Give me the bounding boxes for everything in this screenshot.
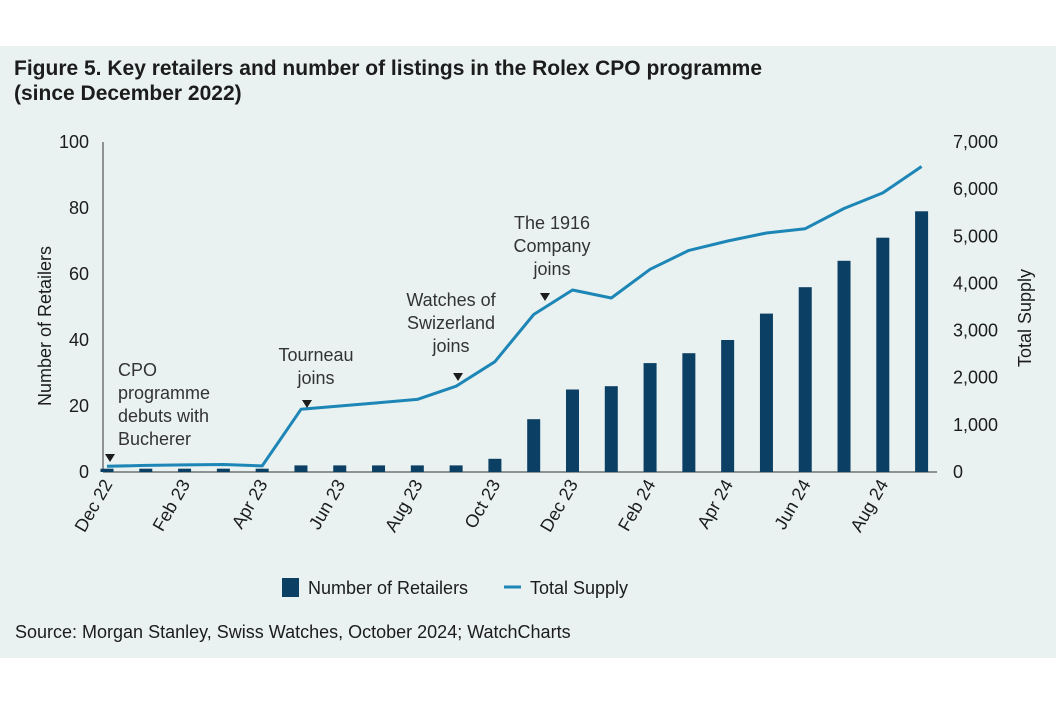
y2-tick-label: 3,000 — [953, 321, 998, 341]
y2-tick-label: 5,000 — [953, 226, 998, 246]
annotation: Tourneau joins — [278, 345, 354, 408]
y-axis-label-left: Number of Retailers — [35, 246, 55, 406]
y2-tick-label: 1,000 — [953, 415, 998, 435]
y-tick-label: 80 — [69, 198, 89, 218]
legend-label-retailers: Number of Retailers — [308, 578, 468, 598]
annotation-text: joins — [296, 368, 334, 388]
x-tick-label: Aug 23 — [381, 476, 427, 535]
x-tick-label: Jun 24 — [770, 476, 814, 533]
x-tick-label: Aug 24 — [846, 476, 892, 535]
annotation-marker — [302, 400, 312, 408]
y2-tick-label: 6,000 — [953, 179, 998, 199]
annotation-text: The 1916 — [514, 213, 590, 233]
y-tick-label: 60 — [69, 264, 89, 284]
x-tick-label: Feb 24 — [614, 476, 659, 535]
y2-tick-label: 4,000 — [953, 273, 998, 293]
x-tick-label: Feb 23 — [149, 476, 194, 535]
legend: Number of Retailers Total Supply — [282, 578, 628, 598]
bar-retailers — [178, 468, 192, 472]
bar-retailers — [759, 313, 773, 472]
y2-tick-label: 2,000 — [953, 368, 998, 388]
annotation-marker — [453, 373, 463, 381]
x-tick-label: Dec 22 — [71, 476, 117, 535]
x-tick-label: Dec 23 — [536, 476, 582, 535]
bar-retailers — [565, 389, 579, 472]
annotation-text: joins — [532, 259, 570, 279]
y-axis-label-right: Total Supply — [1015, 269, 1035, 367]
y2-tick-label: 7,000 — [953, 132, 998, 152]
bar-retailers — [527, 419, 541, 472]
bar-retailers — [410, 465, 424, 472]
bar-retailers — [682, 353, 696, 472]
y-tick-label: 40 — [69, 330, 89, 350]
figure-title-line2: (since December 2022) — [14, 82, 242, 105]
annotations: CPO programme debuts with Bucherer Tourneau j… — [105, 213, 591, 462]
annotation-text: Bucherer — [118, 429, 191, 449]
figure-title-line1: Figure 5. Key retailers and number of li… — [14, 57, 763, 80]
annotation: CPO programme debuts with Bucherer — [105, 360, 210, 462]
bar-retailers — [333, 465, 347, 472]
annotation-text: debuts with — [118, 406, 209, 426]
y-tick-label: 100 — [59, 132, 89, 152]
bar-retailers — [372, 465, 386, 472]
legend-swatch-retailers — [282, 578, 299, 597]
x-tick-label: Oct 23 — [461, 476, 505, 532]
annotation-text: CPO — [118, 360, 157, 380]
bar-retailers — [876, 237, 890, 472]
annotation-text: Tourneau — [278, 345, 353, 365]
annotation-text: Company — [513, 236, 590, 256]
bar-retailers — [139, 468, 153, 472]
x-tick-label: Jun 23 — [305, 476, 349, 533]
supply-series-line — [106, 165, 923, 468]
annotation-marker — [105, 454, 115, 462]
annotation-text: Watches of — [406, 290, 496, 310]
y2-tick-label: 0 — [953, 462, 963, 482]
retailer-bars — [100, 211, 929, 473]
bar-retailers — [449, 465, 463, 472]
bar-retailers — [100, 468, 114, 472]
bar-retailers — [721, 340, 735, 472]
legend-label-supply: Total Supply — [530, 578, 628, 598]
annotation-text: programme — [118, 383, 210, 403]
source-note: Source: Morgan Stanley, Swiss Watches, O… — [15, 622, 571, 642]
bar-retailers — [604, 386, 618, 472]
annotation-text: joins — [431, 336, 469, 356]
x-tick-label: Apr 24 — [693, 476, 737, 532]
bar-retailers — [488, 458, 502, 472]
bar-retailers — [294, 465, 308, 472]
annotation: The 1916 Company joins — [513, 213, 591, 301]
bar-retailers — [798, 287, 812, 472]
bar-retailers — [216, 468, 230, 472]
x-tick-label: Apr 23 — [228, 476, 272, 532]
bar-retailers — [915, 211, 929, 473]
bar-retailers — [837, 260, 851, 472]
figure-title: Figure 5. Key retailers and number of li… — [14, 56, 914, 106]
annotation-marker — [540, 293, 550, 301]
y-tick-label: 0 — [79, 462, 89, 482]
annotation: Watches of Swizerland joins — [406, 290, 497, 381]
y-tick-label: 20 — [69, 396, 89, 416]
chart-axes — [102, 142, 937, 473]
supply-line — [106, 165, 923, 468]
bar-retailers — [643, 363, 657, 472]
annotation-text: Swizerland — [407, 313, 495, 333]
tick-labels: 0 20 40 60 80 100 0 1,000 2,000 3,000 4,000 5,000 6,… — [59, 132, 998, 535]
bar-retailers — [255, 468, 269, 472]
